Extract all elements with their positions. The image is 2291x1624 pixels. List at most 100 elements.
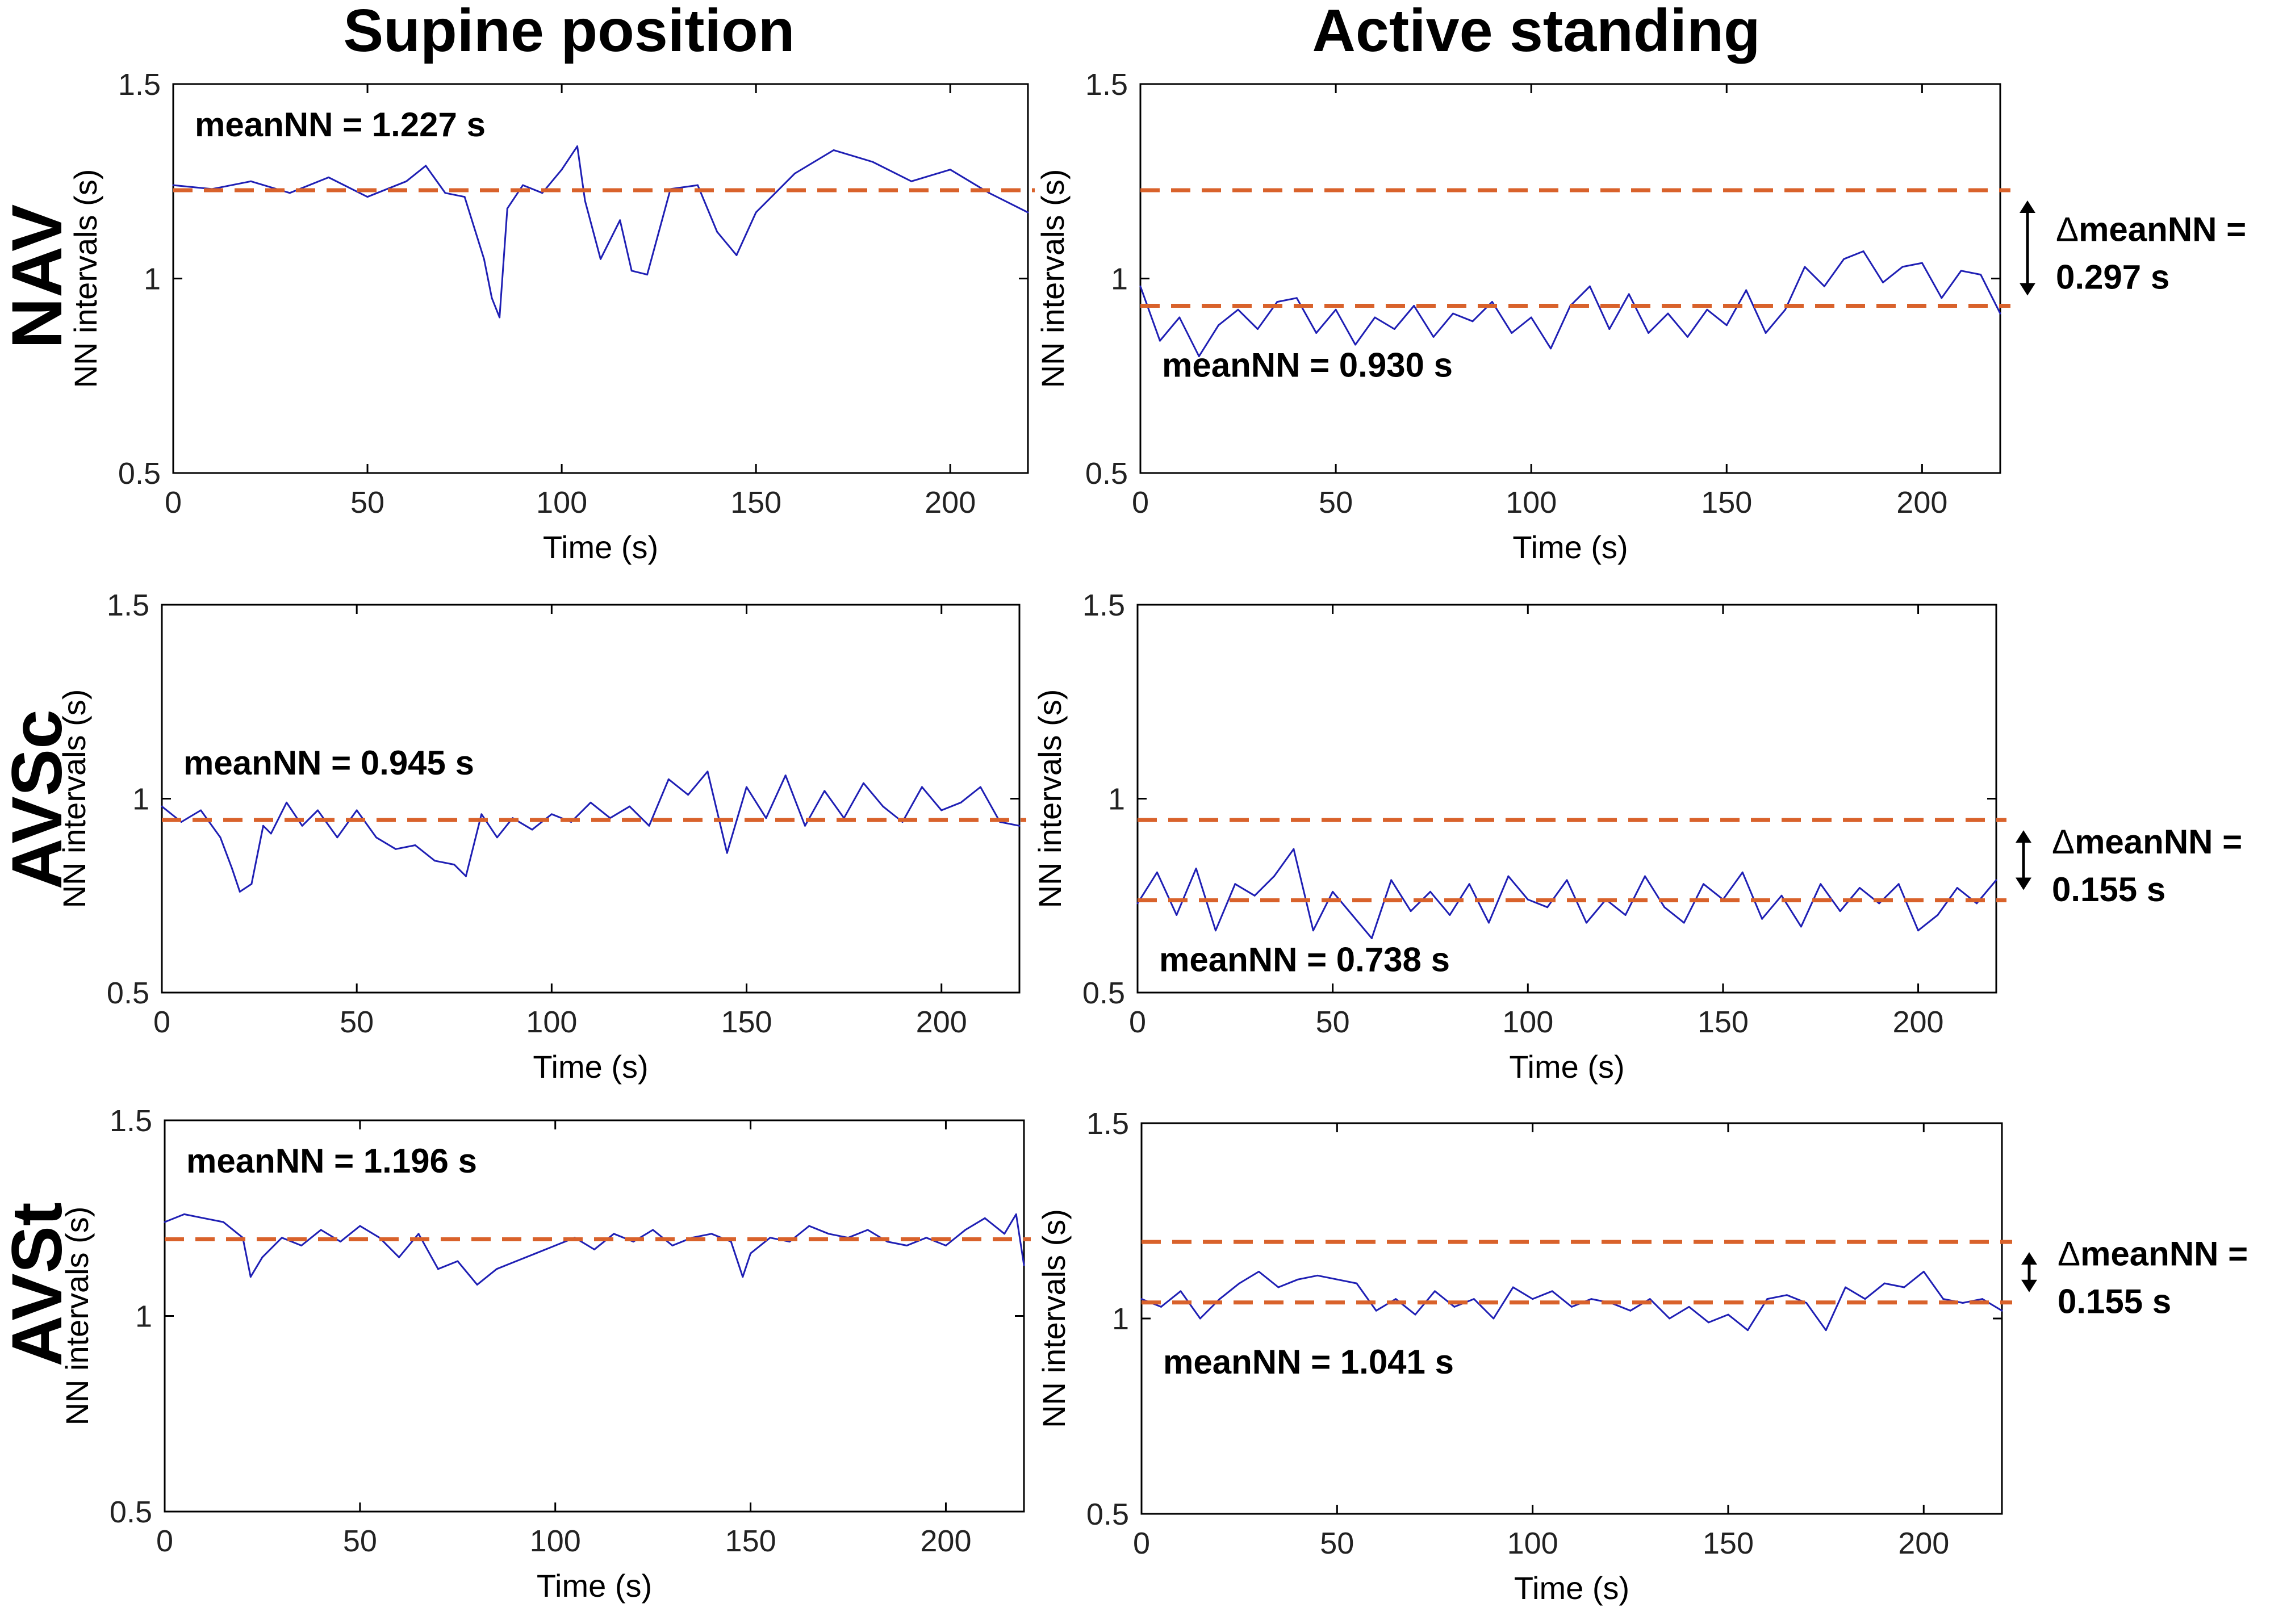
x-axis-label: Time (s) xyxy=(533,1049,648,1085)
nn-interval-point xyxy=(827,1233,830,1235)
nn-interval-point xyxy=(250,180,252,182)
nn-interval-point xyxy=(161,805,163,807)
nn-interval-point xyxy=(172,184,174,186)
nn-interval-point xyxy=(1858,887,1861,889)
nn-interval-point xyxy=(1883,1282,1886,1284)
nn-interval-point xyxy=(1786,1294,1788,1296)
nn-interval-point xyxy=(1784,308,1786,311)
x-tick-label: 200 xyxy=(920,1524,971,1558)
nn-interval-point xyxy=(1629,1309,1632,1312)
nn-interval-point xyxy=(496,1268,498,1270)
x-tick-label: 50 xyxy=(1320,1526,1354,1560)
nn-interval-point xyxy=(262,824,264,827)
nn-interval-point xyxy=(774,192,776,194)
nn-interval-point xyxy=(457,1260,459,1262)
x-tick-label: 100 xyxy=(530,1524,581,1558)
nn-interval-point xyxy=(1468,883,1470,885)
y-tick-label: 1.5 xyxy=(107,588,149,622)
nn-interval-point xyxy=(541,192,544,194)
nn-interval-point xyxy=(1180,1290,1182,1292)
delta-arrow-head-down xyxy=(2021,1279,2037,1292)
nn-interval-point xyxy=(1706,308,1708,311)
nn-interval-point xyxy=(1395,1298,1397,1300)
nn-interval-point xyxy=(270,832,272,835)
nn-interval-point xyxy=(1473,1298,1475,1300)
nn-interval-point xyxy=(219,836,221,839)
x-tick-label: 0 xyxy=(1133,1526,1150,1560)
y-tick-label: 0.5 xyxy=(107,976,149,1010)
nn-interval-point xyxy=(1393,328,1395,330)
nn-interval-point xyxy=(584,200,586,202)
nn-interval-point xyxy=(944,1244,947,1246)
delta-arrow-head-down xyxy=(2020,283,2035,296)
nn-interval-point xyxy=(200,809,202,811)
nn-interval-point xyxy=(1027,211,1029,214)
nn-interval-point xyxy=(1839,910,1841,913)
nn-interval-point xyxy=(1316,1274,1319,1276)
nn-interval-point xyxy=(652,1229,654,1231)
nn-interval-point xyxy=(1234,883,1236,885)
delta-mean-label: ΔmeanNN = xyxy=(2058,1234,2248,1273)
nn-interval-point xyxy=(1332,890,1334,893)
nn-interval-point xyxy=(613,1233,615,1235)
nn-interval-point xyxy=(784,775,787,777)
nn-interval-point xyxy=(1530,316,1532,319)
nn-interval-point xyxy=(261,1256,264,1258)
nn-interval-point xyxy=(1471,320,1474,323)
nn-interval-point xyxy=(164,1221,166,1223)
x-tick-label: 0 xyxy=(165,485,182,520)
row-label-avsc: AVSc xyxy=(0,709,77,889)
delta-arrow-head-down xyxy=(2016,877,2031,890)
nn-interval-point xyxy=(300,1244,303,1246)
nn-interval-point xyxy=(1942,1298,1945,1300)
nn-interval-point xyxy=(398,1256,400,1258)
y-tick-label: 1 xyxy=(135,1300,152,1334)
nn-interval-point xyxy=(1550,348,1552,350)
delta-arrow-head-up xyxy=(2016,830,2031,843)
nn-interval-point xyxy=(1708,1321,1710,1324)
delta-arrow-head-up xyxy=(2021,1252,2037,1265)
x-axis-label: Time (s) xyxy=(1514,1570,1629,1606)
nn-interval-point xyxy=(1843,258,1845,260)
nn-interval-point xyxy=(687,794,689,796)
nn-interval-point xyxy=(339,1241,341,1243)
column-title-supine: Supine position xyxy=(344,0,795,64)
nn-interval-point xyxy=(281,1237,283,1239)
nn-interval-point xyxy=(1956,887,1958,889)
delta-arrow-head-up xyxy=(2020,200,2035,214)
nn-interval-point xyxy=(667,778,670,780)
nn-interval-point xyxy=(1429,890,1431,893)
x-tick-label: 0 xyxy=(1132,485,1149,520)
nn-interval-point xyxy=(286,801,288,803)
nn-interval-point xyxy=(1293,848,1295,850)
nn-interval-point xyxy=(882,805,884,807)
nn-interval-point xyxy=(1688,1305,1690,1308)
nn-interval-point xyxy=(1551,1290,1553,1292)
delta-mean-value: 0.155 s xyxy=(2052,870,2165,909)
x-tick-label: 50 xyxy=(1319,485,1353,520)
mean-nn-label: meanNN = 1.227 s xyxy=(195,106,486,144)
nn-interval-point xyxy=(1140,1298,1143,1300)
nn-interval-point xyxy=(1683,922,1685,924)
nn-interval-point xyxy=(356,809,358,811)
nn-interval-point xyxy=(988,192,990,194)
nn-interval-point xyxy=(1976,902,1978,905)
nn-interval-point xyxy=(716,231,718,233)
nn-interval-point xyxy=(1511,332,1513,334)
nn-interval-point xyxy=(1995,879,1997,881)
delta-symbol: Δ xyxy=(2056,211,2079,249)
nn-interval-point xyxy=(1727,1313,1729,1316)
nn-interval-point xyxy=(1449,914,1451,916)
nn-interval-point xyxy=(1219,1298,1221,1300)
nn-interval-point xyxy=(1937,914,1939,916)
delta-mean-label: ΔmeanNN = xyxy=(2056,211,2246,249)
nn-interval-point xyxy=(1276,301,1278,303)
y-tick-label: 0.5 xyxy=(118,457,161,491)
nn-interval-point xyxy=(1804,266,1806,268)
nn-interval-point xyxy=(706,771,709,773)
row-label-avst: AVSt xyxy=(0,1202,77,1366)
nn-interval-point xyxy=(1845,1286,1847,1288)
nn-interval-point xyxy=(1725,324,1728,327)
nn-interval-point xyxy=(483,258,485,260)
nn-interval-point xyxy=(1669,1317,1671,1320)
